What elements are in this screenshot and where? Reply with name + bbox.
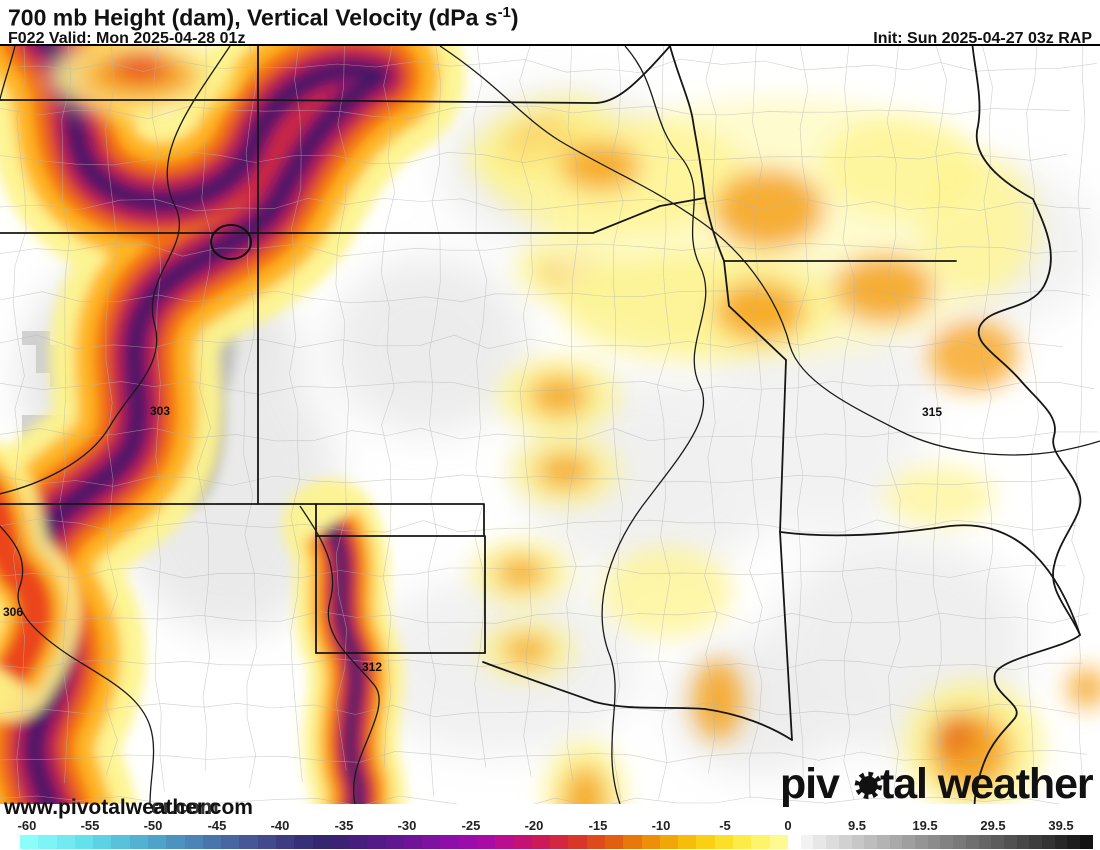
svg-text:tal weather: tal weather	[880, 760, 1094, 808]
svg-text:312: 312	[362, 660, 382, 674]
svg-text:piv: piv	[780, 760, 840, 808]
svg-text:306: 306	[3, 605, 23, 619]
svg-text:303: 303	[150, 404, 170, 418]
svg-text:315: 315	[922, 405, 942, 419]
